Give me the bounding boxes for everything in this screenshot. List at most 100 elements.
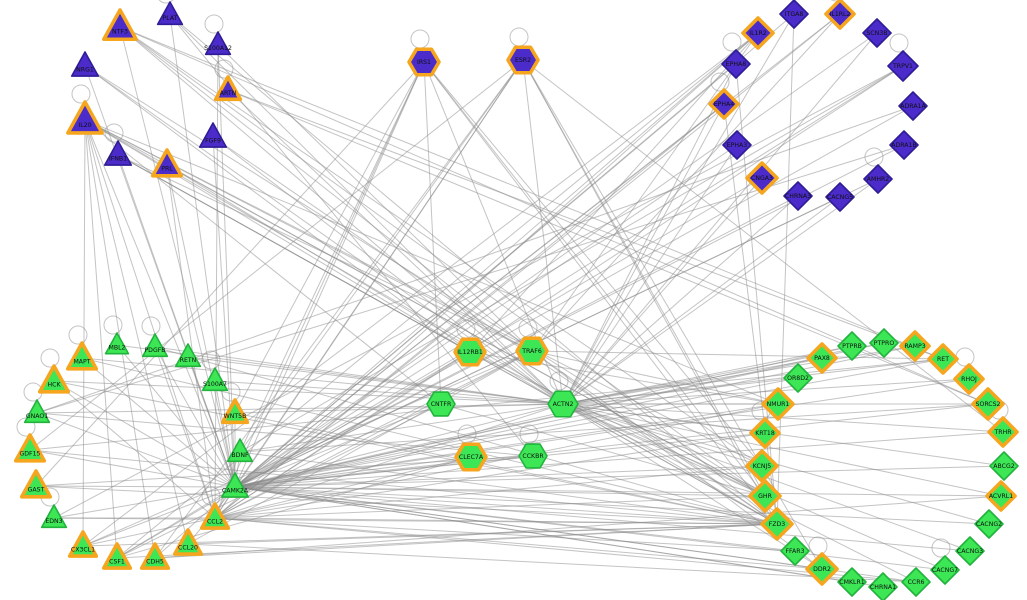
diamond-node-shape[interactable] bbox=[862, 18, 892, 48]
triangle-node-shape[interactable] bbox=[102, 8, 138, 42]
triangle-node-shape[interactable] bbox=[174, 343, 202, 368]
diamond-node-shape[interactable] bbox=[899, 330, 931, 362]
triangle-node-shape[interactable] bbox=[141, 333, 169, 358]
node-GNAO1[interactable]: GNAO1 bbox=[23, 399, 51, 424]
node-WNT5B[interactable]: WNT5B bbox=[220, 398, 250, 425]
diamond-node-shape[interactable] bbox=[971, 387, 1005, 421]
hexagon-node-shape[interactable] bbox=[407, 47, 441, 77]
node-CACNG5[interactable]: CACNG5 bbox=[825, 182, 855, 212]
node-ESR2[interactable]: ESR2 bbox=[506, 45, 540, 75]
diamond-node-shape[interactable] bbox=[760, 507, 794, 541]
diamond-node-shape[interactable] bbox=[783, 181, 813, 211]
diamond-node-shape[interactable] bbox=[721, 49, 751, 79]
diamond-node-shape[interactable] bbox=[761, 387, 795, 421]
diamond-node-shape[interactable] bbox=[708, 88, 740, 120]
node-PDGFB[interactable]: PDGFB bbox=[141, 333, 169, 358]
node-ADRA1B[interactable]: ADRA1B bbox=[889, 130, 919, 160]
node-GDF15[interactable]: GDF15 bbox=[13, 433, 47, 463]
node-ITGA8[interactable]: ITGA8 bbox=[779, 0, 809, 29]
hexagon-node-shape[interactable] bbox=[547, 390, 579, 418]
node-CLEC7A[interactable]: CLEC7A bbox=[454, 442, 488, 472]
node-EPHA3[interactable]: EPHA3 bbox=[722, 130, 752, 160]
triangle-node-shape[interactable] bbox=[150, 148, 184, 178]
node-MAPT[interactable]: MAPT bbox=[65, 341, 99, 371]
node-MBL2[interactable]: MBL2 bbox=[104, 332, 130, 355]
node-FGF9[interactable]: FGF9 bbox=[198, 122, 228, 148]
diamond-node-shape[interactable] bbox=[889, 130, 919, 160]
triangle-node-shape[interactable] bbox=[172, 528, 204, 556]
triangle-node-shape[interactable] bbox=[220, 472, 250, 498]
node-IL20[interactable]: IL20 bbox=[66, 100, 104, 135]
node-CACNG2[interactable]: CACNG2 bbox=[974, 509, 1004, 539]
node-CCKBR[interactable]: CCKBR bbox=[518, 443, 548, 469]
diamond-node-shape[interactable] bbox=[779, 0, 809, 29]
node-IL1R2[interactable]: IL1R2 bbox=[741, 16, 775, 50]
triangle-node-shape[interactable] bbox=[65, 341, 99, 371]
diamond-node-shape[interactable] bbox=[953, 363, 985, 395]
diamond-node-shape[interactable] bbox=[745, 449, 779, 483]
triangle-node-shape[interactable] bbox=[139, 542, 171, 570]
diamond-node-shape[interactable] bbox=[722, 130, 752, 160]
diamond-node-shape[interactable] bbox=[825, 182, 855, 212]
triangle-node-shape[interactable] bbox=[199, 502, 231, 530]
diamond-node-shape[interactable] bbox=[901, 567, 931, 597]
diamond-node-shape[interactable] bbox=[927, 343, 959, 375]
diamond-node-shape[interactable] bbox=[806, 342, 838, 374]
diamond-node-shape[interactable] bbox=[869, 328, 899, 358]
diamond-node-shape[interactable] bbox=[989, 451, 1019, 481]
triangle-node-shape[interactable] bbox=[104, 332, 130, 355]
node-PLAT[interactable]: PLAT bbox=[156, 1, 184, 26]
diamond-node-shape[interactable] bbox=[974, 509, 1004, 539]
node-ABCG2[interactable]: ABCG2 bbox=[989, 451, 1019, 481]
diamond-node-shape[interactable] bbox=[898, 91, 928, 121]
diamond-node-shape[interactable] bbox=[741, 16, 775, 50]
triangle-node-shape[interactable] bbox=[66, 100, 104, 135]
node-AMHR2[interactable]: AMHR2 bbox=[863, 164, 893, 194]
diamond-node-shape[interactable] bbox=[783, 363, 813, 393]
node-CNGA3[interactable]: CNGA3 bbox=[745, 161, 779, 195]
hexagon-node-shape[interactable] bbox=[515, 336, 549, 366]
triangle-node-shape[interactable] bbox=[101, 542, 133, 570]
node-TRHR[interactable]: TRHR bbox=[987, 416, 1019, 448]
node-CACNG3[interactable]: CACNG3 bbox=[955, 536, 985, 566]
node-KRT18[interactable]: KRT18 bbox=[749, 417, 781, 449]
diamond-node-shape[interactable] bbox=[837, 567, 867, 597]
triangle-node-shape[interactable] bbox=[19, 469, 53, 499]
triangle-node-shape[interactable] bbox=[204, 31, 232, 56]
node-HCK[interactable]: HCK bbox=[37, 364, 71, 394]
node-ADRA1A[interactable]: ADRA1A bbox=[898, 91, 928, 121]
node-S100A12[interactable]: S100A12 bbox=[204, 31, 232, 56]
diamond-node-shape[interactable] bbox=[780, 536, 810, 566]
node-CCR6[interactable]: CCR6 bbox=[901, 567, 931, 597]
node-CNTFR[interactable]: CNTFR bbox=[426, 391, 456, 417]
node-TRAF6[interactable]: TRAF6 bbox=[515, 336, 549, 366]
diamond-node-shape[interactable] bbox=[985, 480, 1017, 512]
diamond-node-shape[interactable] bbox=[887, 50, 919, 82]
triangle-node-shape[interactable] bbox=[201, 367, 229, 392]
node-IRS1[interactable]: IRS1 bbox=[407, 47, 441, 77]
hexagon-node-shape[interactable] bbox=[506, 45, 540, 75]
triangle-node-shape[interactable] bbox=[226, 438, 254, 463]
triangle-node-shape[interactable] bbox=[213, 75, 243, 102]
hexagon-node-shape[interactable] bbox=[454, 442, 488, 472]
node-CSF1[interactable]: CSF1 bbox=[101, 542, 133, 570]
diamond-node-shape[interactable] bbox=[745, 161, 779, 195]
diamond-node-shape[interactable] bbox=[987, 416, 1019, 448]
node-NTF3[interactable]: NTF3 bbox=[102, 8, 138, 42]
diamond-node-shape[interactable] bbox=[955, 536, 985, 566]
triangle-node-shape[interactable] bbox=[198, 122, 228, 148]
node-IL12RB1[interactable]: IL12RB1 bbox=[453, 337, 487, 367]
diamond-node-shape[interactable] bbox=[749, 417, 781, 449]
diamond-node-shape[interactable] bbox=[824, 0, 856, 30]
node-ACTN2[interactable]: ACTN2 bbox=[547, 390, 579, 418]
node-CHRNA1[interactable]: CHRNA1 bbox=[868, 572, 898, 600]
hexagon-node-shape[interactable] bbox=[453, 337, 487, 367]
triangle-node-shape[interactable] bbox=[37, 364, 71, 394]
triangle-node-shape[interactable] bbox=[156, 1, 184, 26]
node-SCN3B[interactable]: SCN3B bbox=[862, 18, 892, 48]
triangle-node-shape[interactable] bbox=[40, 504, 68, 529]
diamond-node-shape[interactable] bbox=[863, 164, 893, 194]
node-ACVRL1[interactable]: ACVRL1 bbox=[985, 480, 1017, 512]
node-NRG1[interactable]: NRG1 bbox=[70, 51, 100, 77]
node-IL1RL2[interactable]: IL1RL2 bbox=[824, 0, 856, 30]
